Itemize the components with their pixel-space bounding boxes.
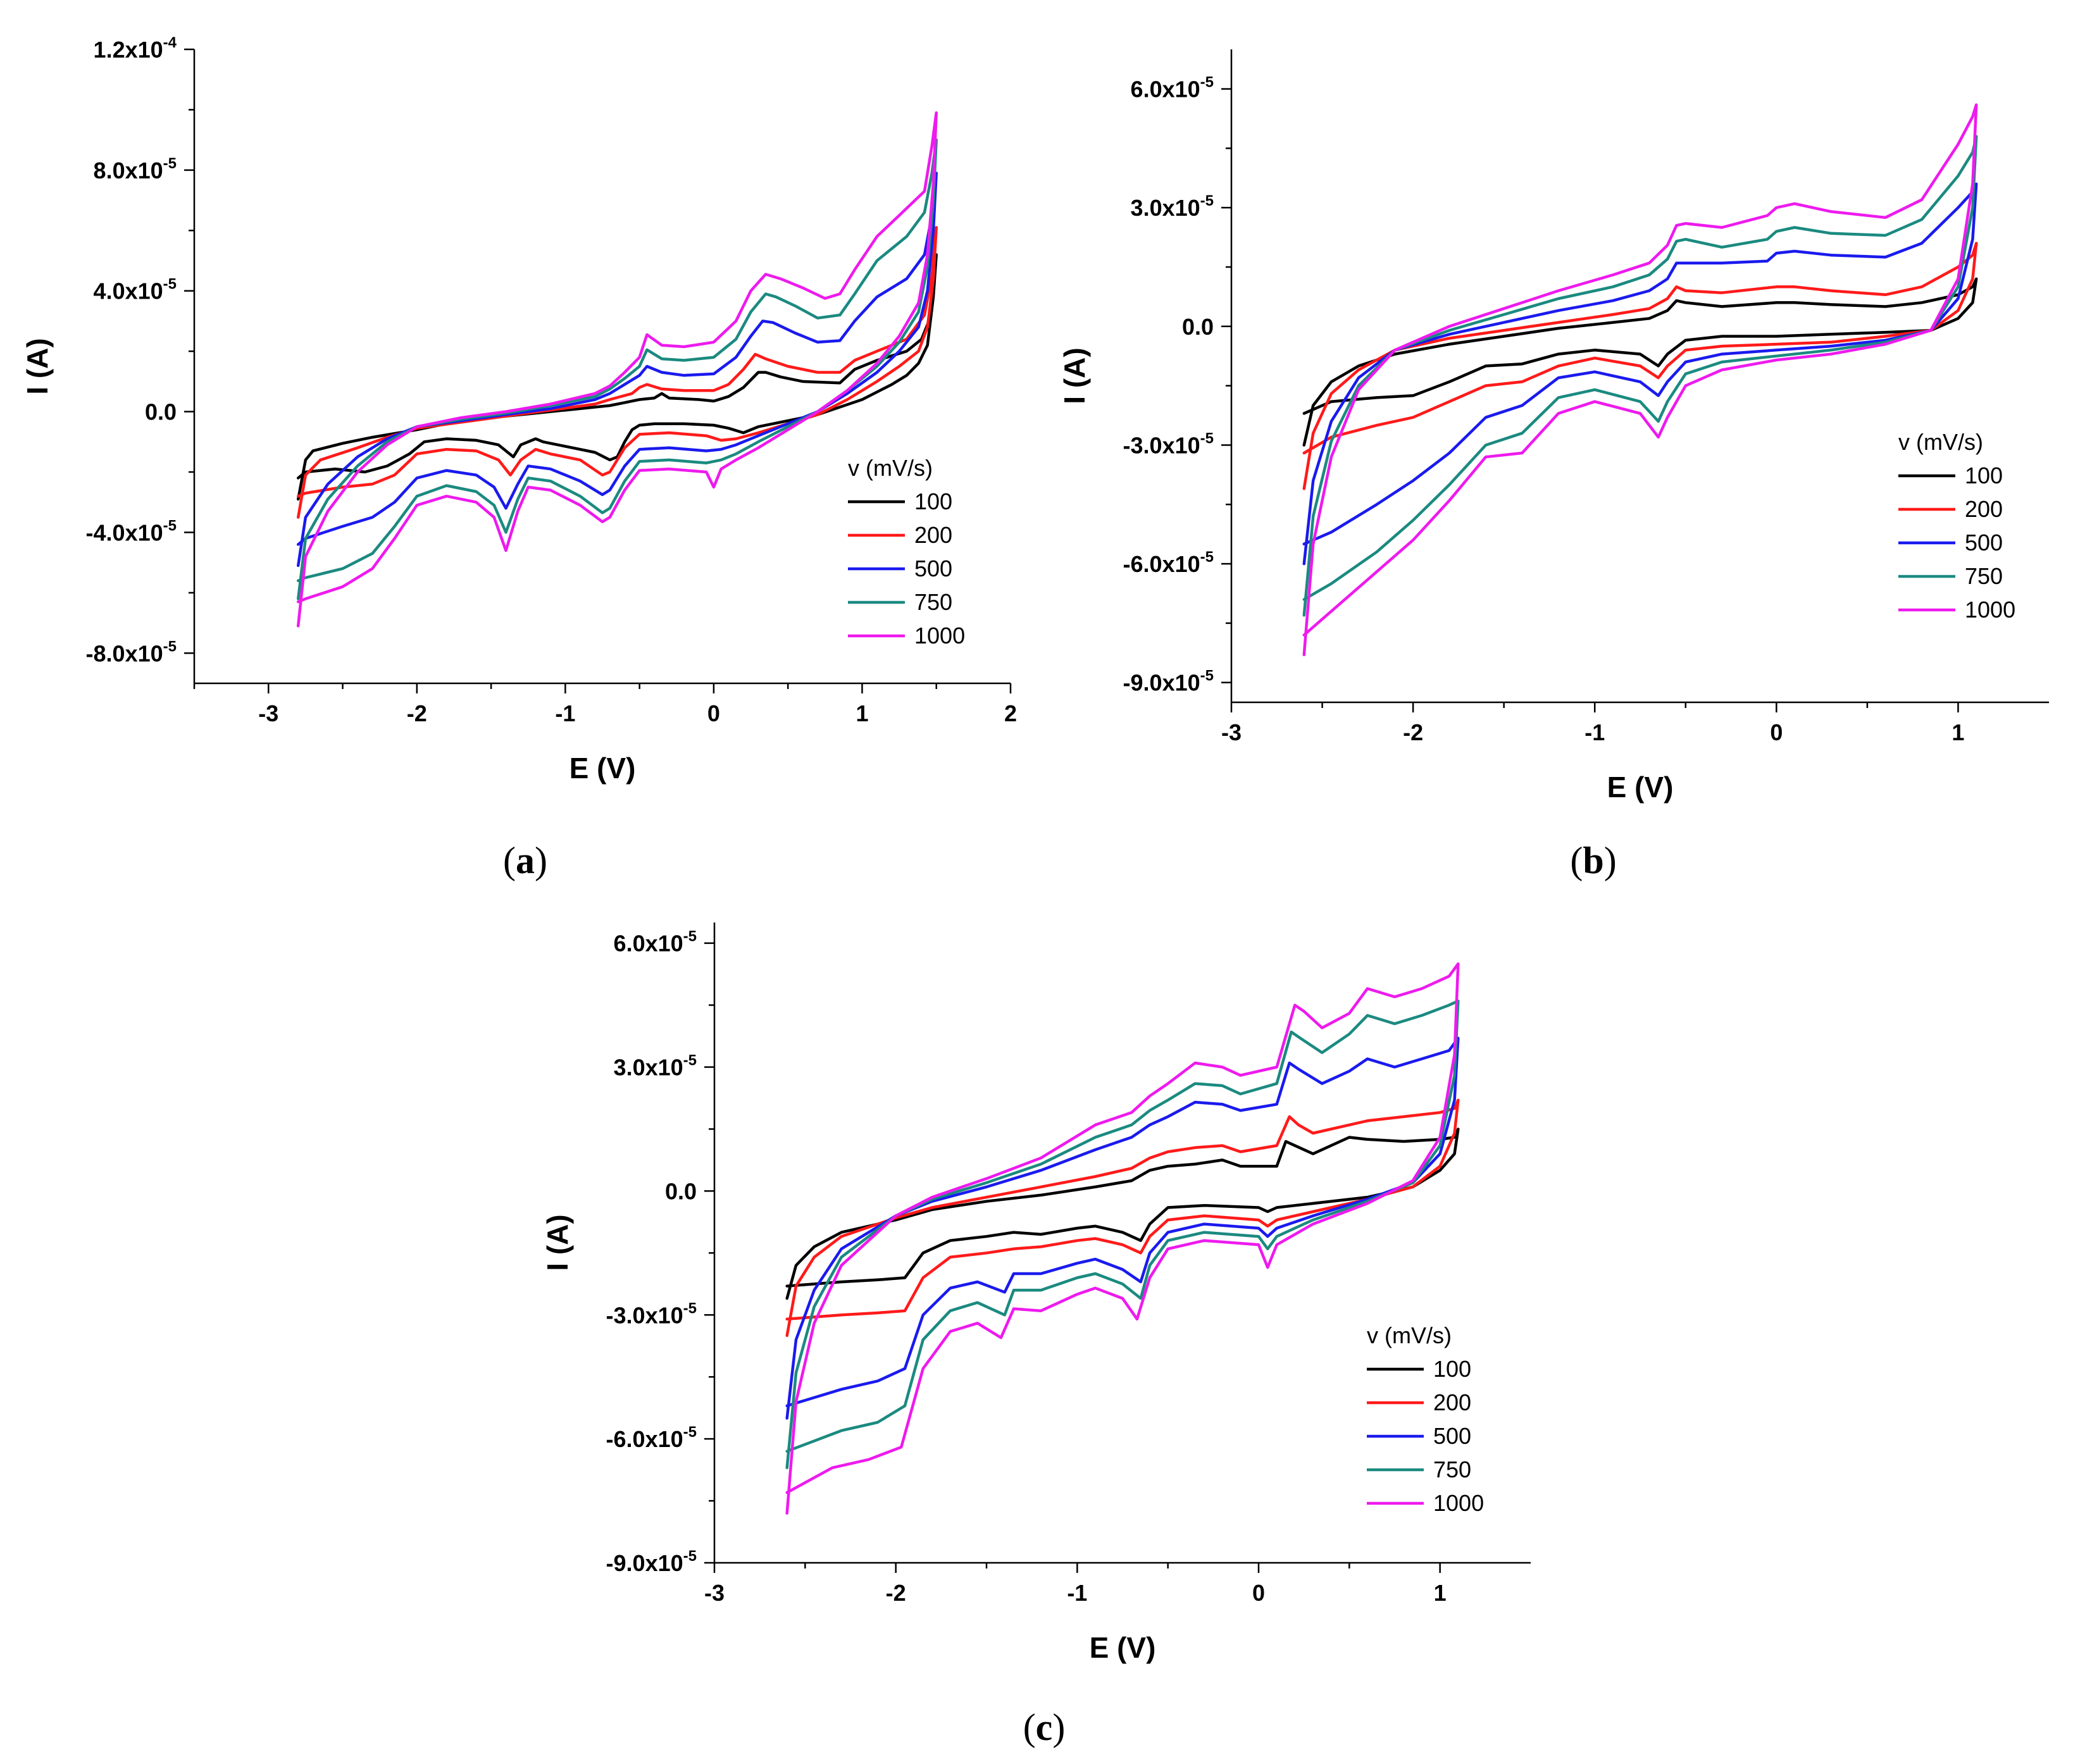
y-tick-label: -6.0x10-5 <box>606 1424 697 1452</box>
legend-title: v (mV/s) <box>1898 429 1983 455</box>
series-line-1000 <box>296 111 938 628</box>
legend-label-750: 750 <box>1433 1457 1471 1482</box>
x-tick-label: 0 <box>1770 719 1783 745</box>
legend-label-200: 200 <box>1965 496 2003 522</box>
y-tick-label: -6.0x10-5 <box>1123 549 1214 577</box>
chart-panel-c: -3 -2 -1 0 1 -9.0x10-5 -6.0x10-5 -3.0x10-5 0.0 3.… <box>541 922 1531 1748</box>
x-tick-label: -2 <box>407 700 427 726</box>
series-line-500 <box>785 1036 1460 1420</box>
series-line-1000 <box>1302 103 1978 657</box>
y-axis-title: I (A) <box>1058 347 1091 404</box>
y-axis-title: I (A) <box>541 1214 574 1270</box>
y-tick-label: -9.0x10-5 <box>1123 668 1214 696</box>
series-line-1000 <box>785 962 1460 1515</box>
panel-label: (c) <box>1023 1706 1066 1748</box>
y-tick-label: -9.0x10-5 <box>606 1548 697 1576</box>
x-tick-label: 1 <box>1952 719 1964 745</box>
x-axis-title: E (V) <box>1090 1631 1156 1664</box>
chart-panel-a: -3 -2 -1 0 1 2 -8.0x10-5 -4.0x10-5 0.0 4.0x10-5 8.… <box>21 34 1017 881</box>
x-tick-label: -1 <box>1584 719 1605 745</box>
series-line-750 <box>785 999 1460 1470</box>
x-axis-title: E (V) <box>570 752 636 785</box>
y-tick-label: 4.0x10-5 <box>94 276 177 304</box>
x-tick-label: -2 <box>1403 719 1423 745</box>
legend-label-500: 500 <box>914 556 952 581</box>
series-line-500 <box>1302 182 1978 566</box>
x-tick-label: -1 <box>555 700 575 726</box>
y-tick-label: -3.0x10-5 <box>1123 430 1214 458</box>
x-tick-label: -1 <box>1067 1580 1087 1606</box>
y-tick-label: 3.0x10-5 <box>1131 192 1214 221</box>
legend-label-1000: 1000 <box>1965 597 2015 623</box>
y-tick-label: -4.0x10-5 <box>86 517 177 545</box>
x-tick-label: -3 <box>258 700 278 726</box>
legend-title: v (mV/s) <box>1367 1322 1452 1348</box>
y-tick-label: 0.0 <box>145 399 177 425</box>
legend-label-100: 100 <box>914 488 952 514</box>
legend-label-100: 100 <box>1433 1356 1471 1382</box>
legend-label-750: 750 <box>1965 563 2003 589</box>
y-tick-label: 3.0x10-5 <box>614 1052 697 1081</box>
legend-label-200: 200 <box>914 522 952 548</box>
x-axis-title: E (V) <box>1607 771 1674 804</box>
x-tick-label: 1 <box>856 700 868 726</box>
x-tick-label: 2 <box>1004 700 1017 726</box>
series-line-200 <box>1302 242 1978 490</box>
chart-panel-b: -3 -2 -1 0 1 -9.0x10-5 -6.0x10-5 -3.0x10-5 0.0 3.… <box>1058 49 2049 881</box>
series-line-500 <box>296 171 938 568</box>
series-line-100 <box>785 1127 1460 1300</box>
panel-label: (b) <box>1570 840 1616 881</box>
x-tick-label: 0 <box>1252 1580 1265 1606</box>
y-tick-label: 6.0x10-5 <box>614 928 697 957</box>
y-tick-label: -8.0x10-5 <box>86 638 177 666</box>
x-tick-label: -3 <box>704 1580 725 1606</box>
legend-title: v (mV/s) <box>848 455 933 481</box>
series-line-750 <box>296 138 938 600</box>
y-tick-label: 8.0x10-5 <box>94 155 177 183</box>
y-tick-label: 6.0x10-5 <box>1131 74 1214 102</box>
series-line-750 <box>1302 135 1978 617</box>
series-line-100 <box>296 253 938 501</box>
y-axis-title: I (A) <box>21 338 54 394</box>
legend-label-100: 100 <box>1965 463 2003 488</box>
series-line-200 <box>296 226 938 519</box>
y-tick-label: -3.0x10-5 <box>606 1300 697 1328</box>
legend-label-200: 200 <box>1433 1389 1471 1415</box>
y-tick-label: 1.2x10-4 <box>94 34 177 63</box>
x-tick-label: 0 <box>707 700 720 726</box>
legend-label-500: 500 <box>1965 530 2003 556</box>
legend-label-1000: 1000 <box>1433 1490 1484 1516</box>
x-tick-label: -2 <box>886 1580 906 1606</box>
legend-label-1000: 1000 <box>914 623 965 649</box>
x-tick-label: 1 <box>1434 1580 1447 1606</box>
series-line-100 <box>1302 277 1978 447</box>
legend-label-500: 500 <box>1433 1423 1471 1449</box>
x-tick-label: -3 <box>1221 719 1242 745</box>
series-line-200 <box>785 1098 1460 1338</box>
y-tick-label: 0.0 <box>1182 314 1214 340</box>
y-tick-label: 0.0 <box>665 1178 697 1204</box>
legend-label-750: 750 <box>914 589 952 615</box>
panel-label: (a) <box>503 840 547 881</box>
